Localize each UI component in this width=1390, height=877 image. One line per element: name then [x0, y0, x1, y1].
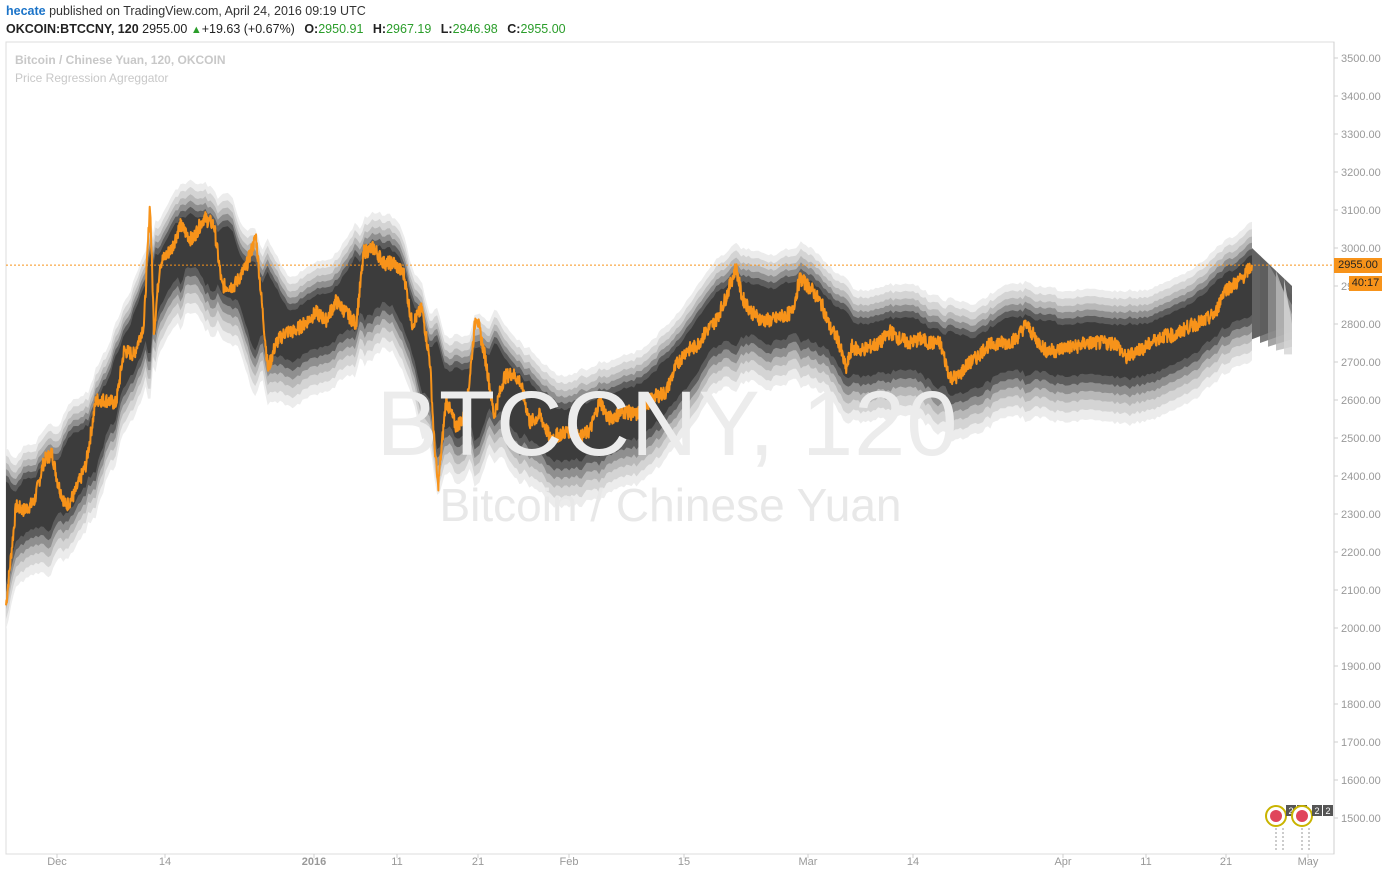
y-tick-label: 3500.00	[1341, 53, 1381, 65]
watermark-name: Bitcoin / Chinese Yuan	[0, 478, 1341, 532]
symbol-bar: OKCOIN:BTCCNY, 120 2955.00 ▲+19.63 (+0.6…	[6, 22, 566, 36]
high-key: H:	[373, 22, 386, 36]
last-price-label: 2955.00	[1334, 258, 1382, 273]
series-legend-title[interactable]: Bitcoin / Chinese Yuan, 120, OKCOIN	[15, 53, 226, 67]
y-tick-label: 2200.00	[1341, 547, 1381, 559]
open-key: O:	[304, 22, 318, 36]
close-value: 2955.00	[520, 22, 565, 36]
symbol-name[interactable]: OKCOIN:BTCCNY, 120	[6, 22, 139, 36]
y-axis: 1500.00 1600.00 1700.00 1800.00 1900.00 2000.…	[1334, 42, 1381, 854]
watermark-symbol: BTCCNY, 120	[0, 372, 1335, 477]
low-key: L:	[441, 22, 453, 36]
y-tick-label: 1900.00	[1341, 661, 1381, 673]
x-tick-label: 11	[1140, 856, 1151, 868]
publish-info: hecate published on TradingView.com, Apr…	[6, 4, 366, 18]
y-tick-label: 3300.00	[1341, 129, 1381, 141]
x-tick-label: 15	[678, 856, 690, 868]
y-tick-label: 1500.00	[1341, 813, 1381, 825]
x-axis: Dec 14 2016 11 21 Feb 15 Mar 14 Apr 11 21 May	[47, 854, 1319, 868]
y-tick-label: 2400.00	[1341, 471, 1381, 483]
x-tick-label: 21	[472, 856, 484, 868]
low-value: 2946.98	[453, 22, 498, 36]
x-tick-label: Mar	[799, 856, 818, 868]
up-triangle-icon: ▲	[191, 24, 202, 36]
open-value: 2950.91	[318, 22, 363, 36]
x-tick-label: May	[1298, 856, 1319, 868]
y-tick-label: 2800.00	[1341, 319, 1381, 331]
published-text: published on TradingView.com, April 24, …	[49, 4, 366, 18]
x-tick-label: 11	[391, 856, 402, 868]
y-tick-label: 3400.00	[1341, 91, 1381, 103]
event-dot	[1296, 810, 1308, 822]
x-tick-label: 14	[907, 856, 919, 868]
y-tick-label: 3100.00	[1341, 205, 1381, 217]
last-price: 2955.00	[142, 22, 187, 36]
author-link[interactable]: hecate	[6, 4, 46, 18]
x-tick-label: 21	[1220, 856, 1232, 868]
event-count: 2	[1325, 806, 1330, 816]
y-tick-label: 3200.00	[1341, 167, 1381, 179]
event-count: 2	[1314, 806, 1319, 816]
y-tick-label: 3000.00	[1341, 243, 1381, 255]
x-tick-label: 2016	[302, 856, 326, 868]
close-key: C:	[507, 22, 520, 36]
y-tick-label: 2300.00	[1341, 509, 1381, 521]
x-tick-label: 14	[159, 856, 171, 868]
y-tick-label: 2000.00	[1341, 623, 1381, 635]
y-tick-label: 2100.00	[1341, 585, 1381, 597]
high-value: 2967.19	[386, 22, 431, 36]
y-tick-label: 2600.00	[1341, 395, 1381, 407]
bar-timer-label: 40:17	[1349, 276, 1382, 291]
y-tick-label: 1600.00	[1341, 775, 1381, 787]
y-tick-label: 1700.00	[1341, 737, 1381, 749]
x-tick-label: Dec	[47, 856, 67, 868]
x-tick-label: Feb	[560, 856, 579, 868]
y-tick-label: 2500.00	[1341, 433, 1381, 445]
y-tick-label: 1800.00	[1341, 699, 1381, 711]
x-tick-label: Apr	[1054, 856, 1071, 868]
change-value: +19.63 (+0.67%)	[202, 22, 295, 36]
event-dot	[1270, 810, 1282, 822]
indicator-legend[interactable]: Price Regression Agreggator	[15, 71, 168, 85]
y-tick-label: 2700.00	[1341, 357, 1381, 369]
